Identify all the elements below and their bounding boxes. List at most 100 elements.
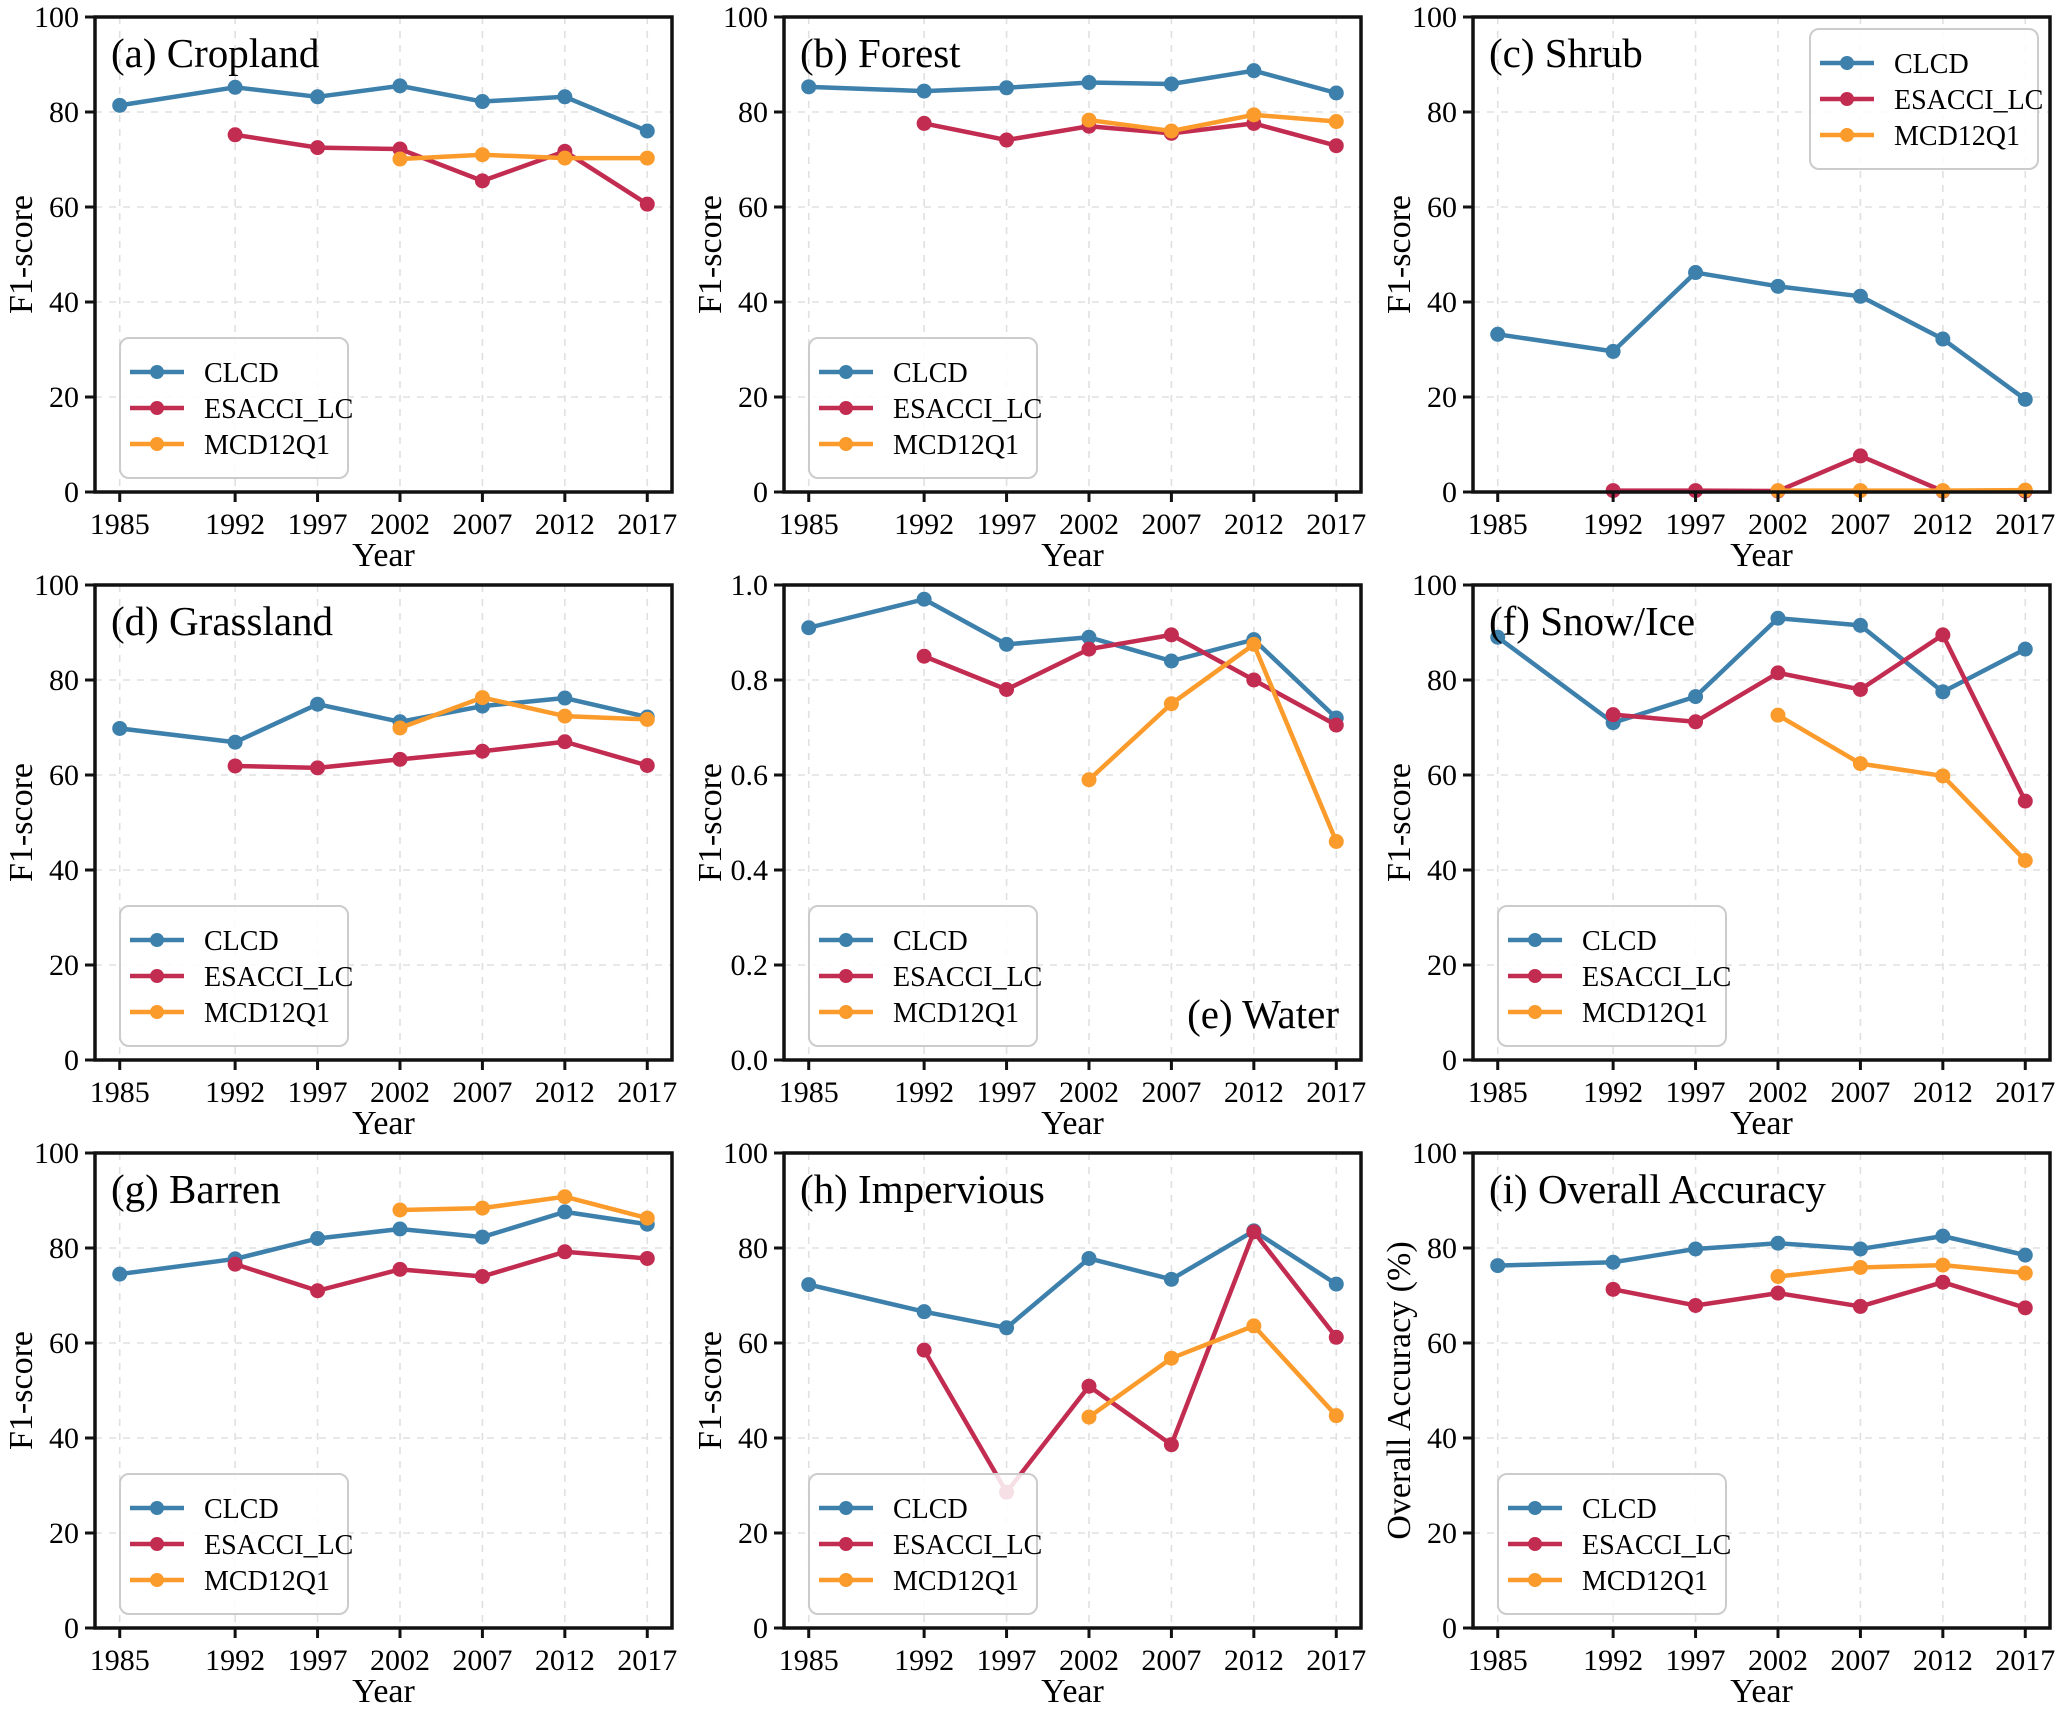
- y-axis-label: F1-score: [692, 1331, 729, 1450]
- data-point-CLCD: [801, 79, 816, 94]
- data-point-ESACCI_LC: [917, 116, 932, 131]
- legend-marker-sample: [839, 437, 853, 451]
- x-tick-label: 1992: [894, 1644, 954, 1677]
- data-point-CLCD: [112, 1267, 127, 1282]
- legend-marker-sample: [150, 437, 164, 451]
- data-point-MCD12Q1: [1081, 1410, 1096, 1425]
- data-point-ESACCI_LC: [475, 1269, 490, 1284]
- data-point-MCD12Q1: [1935, 1258, 1950, 1273]
- data-point-CLCD: [1329, 86, 1344, 101]
- y-tick-label: 80: [1427, 96, 1457, 129]
- data-point-CLCD: [1935, 684, 1950, 699]
- legend-marker-sample: [839, 1005, 853, 1019]
- y-tick-label: 80: [1427, 1232, 1457, 1265]
- y-tick-label: 100: [1412, 569, 1457, 602]
- data-point-CLCD: [1164, 654, 1179, 669]
- data-point-MCD12Q1: [557, 151, 572, 166]
- y-tick-label: 20: [1427, 949, 1457, 982]
- data-point-CLCD: [1853, 1241, 1868, 1256]
- data-point-CLCD: [112, 721, 127, 736]
- x-tick-label: 1985: [779, 508, 839, 541]
- legend-label: MCD12Q1: [893, 998, 1019, 1029]
- legend-label: CLCD: [1894, 49, 1969, 80]
- legend-marker-sample: [839, 365, 853, 379]
- legend-label: CLCD: [204, 1494, 279, 1525]
- y-tick-label: 20: [738, 1517, 768, 1550]
- data-point-MCD12Q1: [475, 1201, 490, 1216]
- data-point-ESACCI_LC: [1606, 1282, 1621, 1297]
- legend-label: MCD12Q1: [893, 1566, 1019, 1597]
- y-tick-label: 0.8: [731, 664, 769, 697]
- y-axis-label: Overall Accuracy (%): [1381, 1241, 1418, 1539]
- data-point-CLCD: [392, 78, 407, 93]
- legend-label: ESACCI_LC: [204, 394, 353, 425]
- data-point-CLCD: [557, 691, 572, 706]
- y-tick-label: 60: [49, 1327, 79, 1360]
- data-point-CLCD: [1164, 76, 1179, 91]
- x-tick-label: 2017: [1995, 1644, 2055, 1677]
- data-point-CLCD: [1688, 1241, 1703, 1256]
- data-point-CLCD: [112, 98, 127, 113]
- data-point-CLCD: [1770, 1236, 1785, 1251]
- legend-marker-sample: [150, 969, 164, 983]
- y-tick-label: 80: [1427, 664, 1457, 697]
- x-tick-label: 2012: [1224, 508, 1284, 541]
- x-axis-label: Year: [1041, 1105, 1104, 1136]
- data-point-ESACCI_LC: [557, 734, 572, 749]
- data-point-CLCD: [557, 89, 572, 104]
- data-point-CLCD: [917, 84, 932, 99]
- x-tick-label: 2017: [617, 1076, 677, 1109]
- x-tick-label: 2017: [1306, 1644, 1366, 1677]
- legend-label: MCD12Q1: [1582, 1566, 1708, 1597]
- data-point-MCD12Q1: [1081, 113, 1096, 128]
- y-tick-label: 40: [1427, 286, 1457, 319]
- data-point-MCD12Q1: [2018, 853, 2033, 868]
- x-tick-label: 2017: [617, 508, 677, 541]
- legend-label: ESACCI_LC: [893, 1530, 1042, 1561]
- x-tick-label: 2007: [1830, 1076, 1890, 1109]
- y-axis-label: F1-score: [1381, 763, 1418, 882]
- y-axis-label: F1-score: [3, 1331, 40, 1450]
- data-point-CLCD: [1081, 75, 1096, 90]
- legend-marker-sample: [1528, 969, 1542, 983]
- x-tick-label: 2017: [1995, 1076, 2055, 1109]
- data-point-CLCD: [1935, 1229, 1950, 1244]
- data-point-ESACCI_LC: [1329, 718, 1344, 733]
- legend-marker-sample: [1840, 92, 1854, 106]
- data-point-ESACCI_LC: [917, 1343, 932, 1358]
- x-tick-label: 2017: [1306, 1076, 1366, 1109]
- legend-label: CLCD: [1582, 926, 1657, 957]
- data-point-ESACCI_LC: [1246, 673, 1261, 688]
- x-tick-label: 2007: [1830, 508, 1890, 541]
- x-tick-label: 1985: [779, 1644, 839, 1677]
- y-tick-label: 20: [1427, 381, 1457, 414]
- data-point-CLCD: [999, 80, 1014, 95]
- data-point-MCD12Q1: [1853, 756, 1868, 771]
- y-tick-label: 60: [738, 191, 768, 224]
- y-tick-label: 40: [738, 286, 768, 319]
- legend-label: MCD12Q1: [1894, 121, 2020, 152]
- y-tick-label: 20: [49, 949, 79, 982]
- x-tick-label: 1997: [1666, 1644, 1726, 1677]
- data-point-CLCD: [1935, 332, 1950, 347]
- x-tick-label: 2012: [535, 1644, 595, 1677]
- data-point-ESACCI_LC: [228, 127, 243, 142]
- x-tick-label: 2007: [452, 508, 512, 541]
- legend-marker-sample: [1528, 1005, 1542, 1019]
- data-point-CLCD: [475, 1230, 490, 1245]
- data-point-MCD12Q1: [640, 712, 655, 727]
- data-point-CLCD: [1246, 63, 1261, 78]
- x-tick-label: 1985: [1468, 1076, 1528, 1109]
- y-tick-label: 20: [1427, 1517, 1457, 1550]
- y-axis-label: F1-score: [692, 763, 729, 882]
- y-tick-label: 20: [738, 381, 768, 414]
- x-tick-label: 1997: [288, 1076, 348, 1109]
